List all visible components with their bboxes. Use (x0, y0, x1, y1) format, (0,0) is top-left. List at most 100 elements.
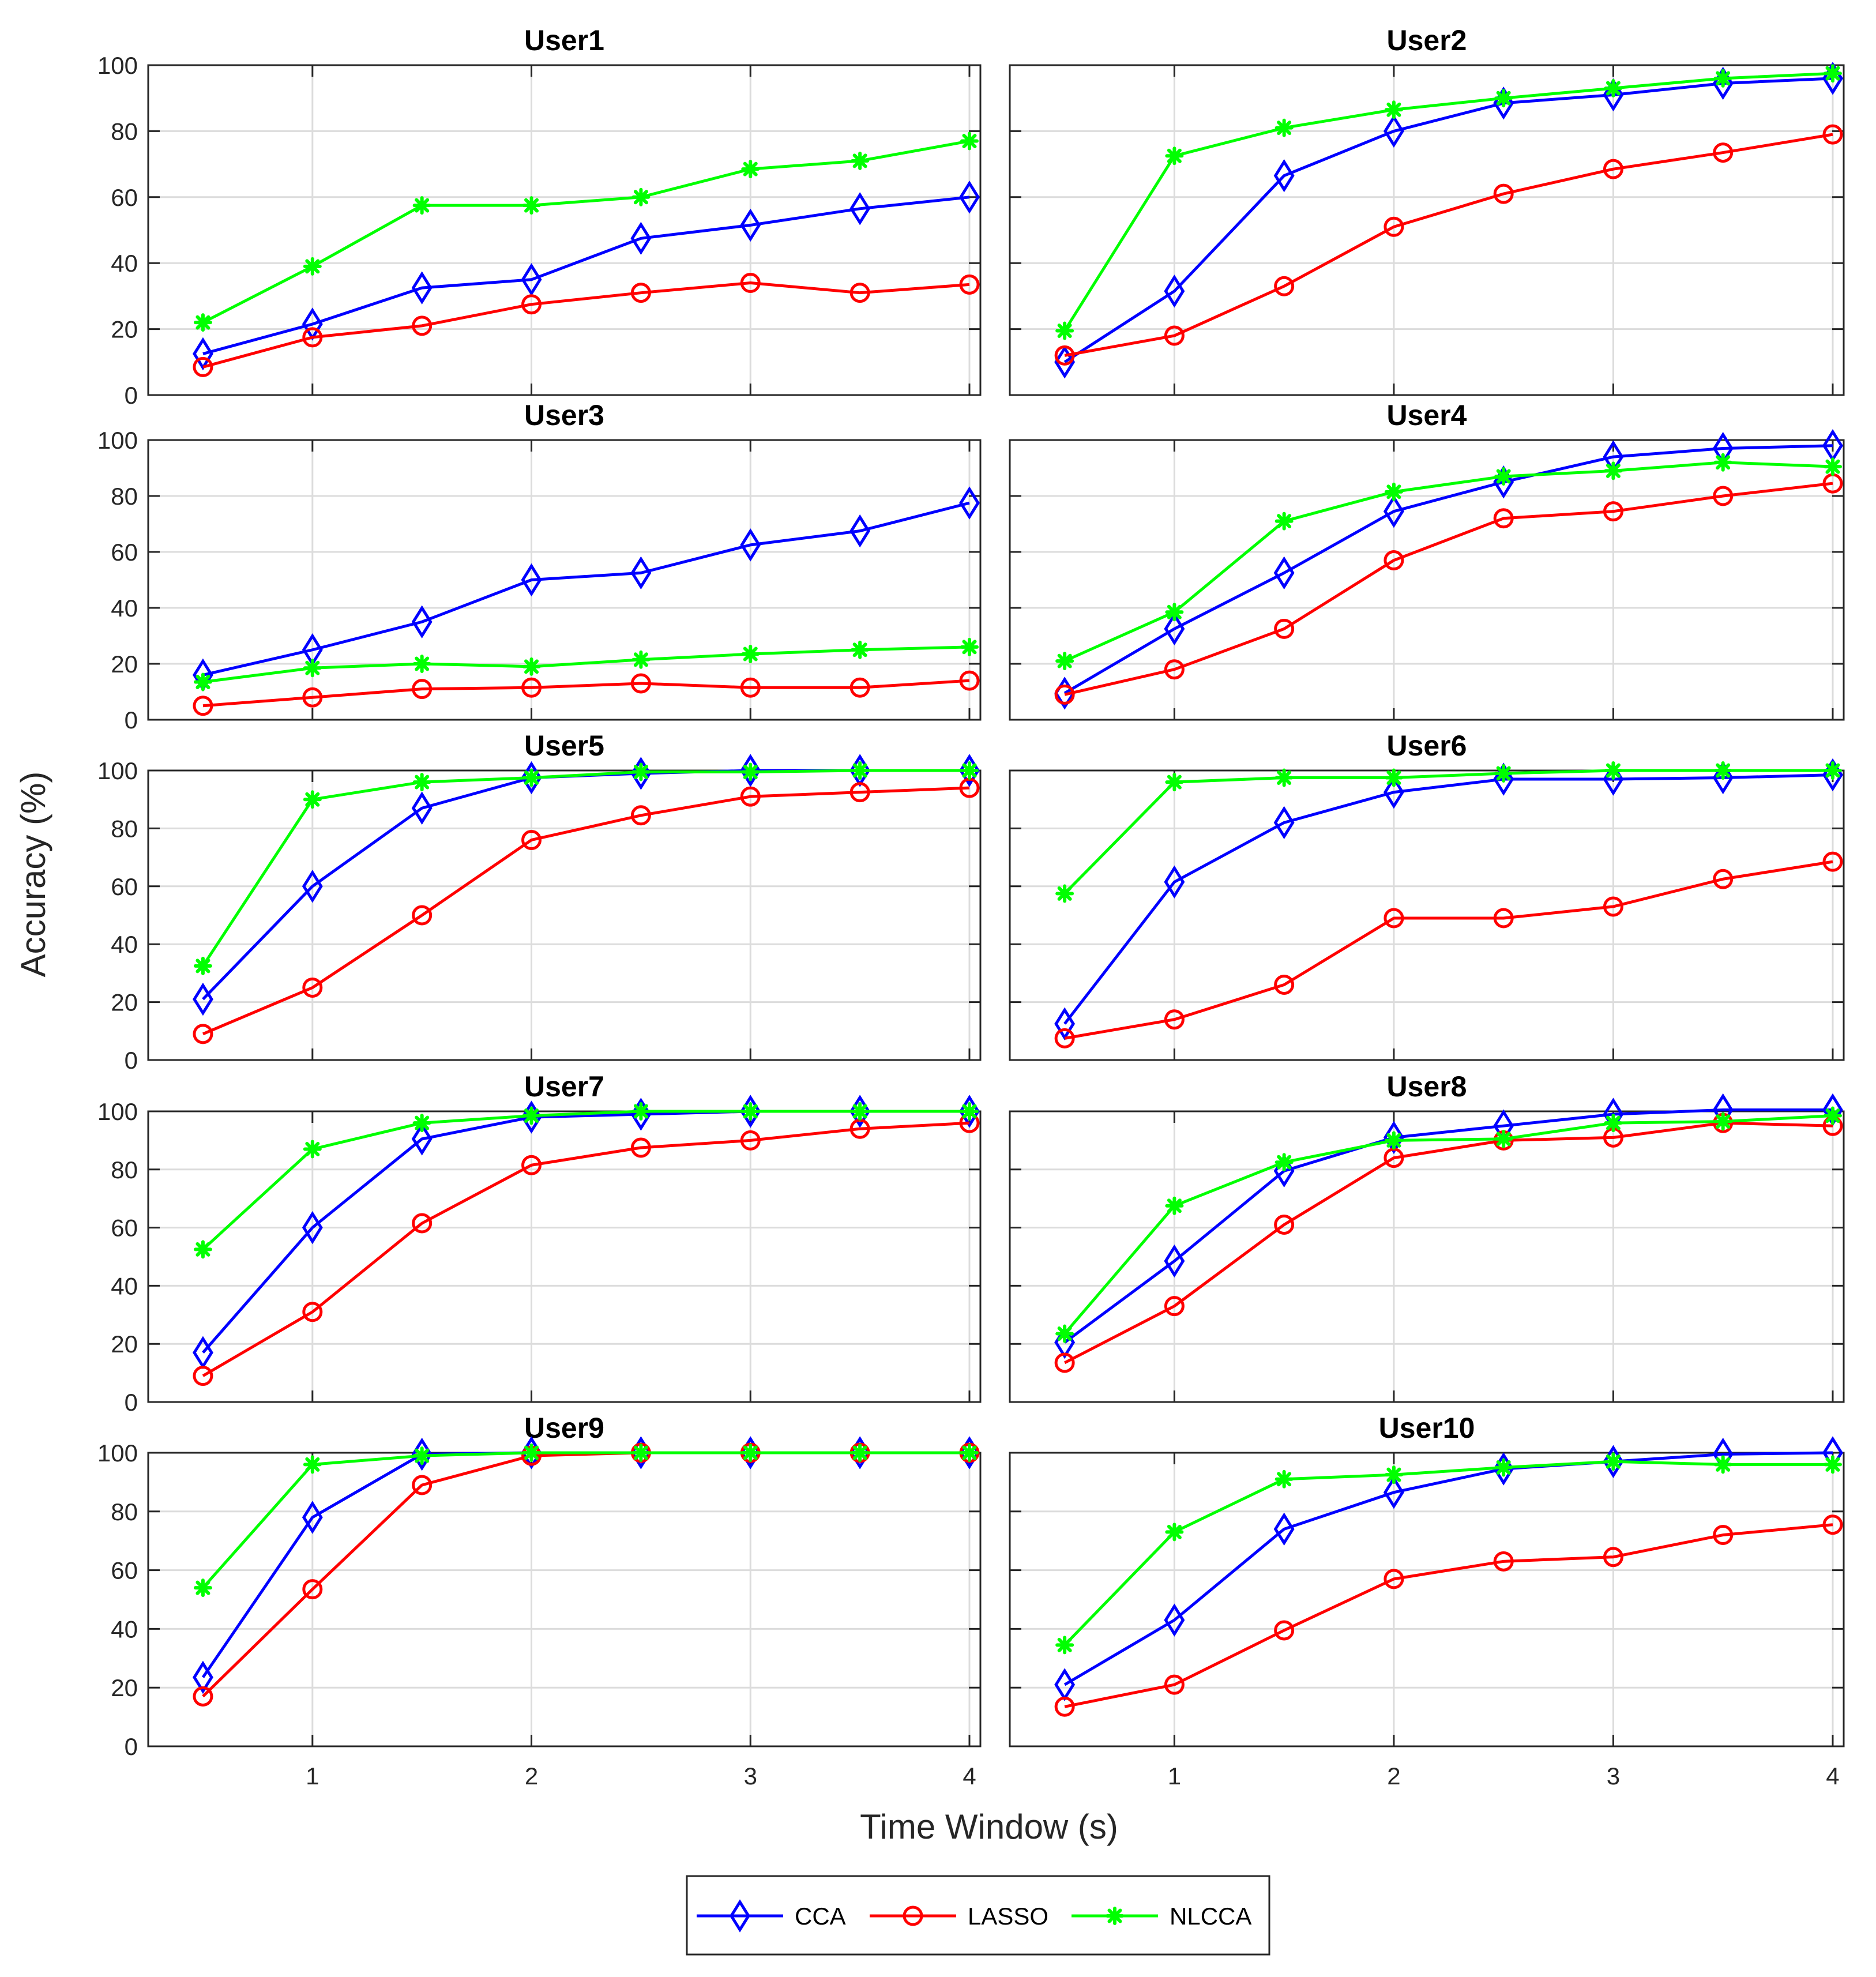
data-point-cca (411, 271, 433, 305)
data-point-cca (192, 1660, 213, 1694)
data-point-lasso (1603, 1547, 1623, 1568)
series-lasso (193, 273, 980, 377)
data-point-lasso (302, 687, 323, 708)
data-point-lasso (412, 1213, 433, 1234)
data-point-lasso (630, 805, 651, 826)
data-point-lasso (849, 677, 870, 698)
data-point-nlcca (1275, 1469, 1294, 1489)
data-point-lasso (740, 677, 761, 698)
series-nlcca (1055, 761, 1842, 903)
plot-area (148, 65, 980, 395)
data-point-cca (1054, 345, 1076, 379)
y-tick-label: 60 (111, 184, 138, 211)
data-point-lasso (1713, 142, 1734, 163)
data-point-cca (1383, 1121, 1404, 1155)
series-line-lasso (1064, 133, 1833, 357)
panel-title: User4 (1387, 399, 1467, 431)
data-point-nlcca (631, 650, 651, 669)
data-point-nlcca (1165, 1523, 1184, 1542)
data-point-lasso (302, 1579, 323, 1600)
data-point-nlcca (1275, 768, 1294, 787)
data-point-lasso (740, 273, 761, 294)
data-point-nlcca (1055, 884, 1074, 903)
data-point-nlcca (1384, 482, 1403, 501)
panel-title: User1 (524, 24, 604, 57)
series-line-cca (1063, 1451, 1833, 1686)
data-point-nlcca (1713, 761, 1732, 780)
series-nlcca (193, 1444, 979, 1598)
axes-box (147, 64, 982, 396)
data-point-lasso (521, 1155, 542, 1175)
data-point-cca (849, 192, 871, 225)
y-tick-label: 40 (111, 931, 138, 958)
data-point-cca (521, 1100, 542, 1134)
series-nlcca (1055, 453, 1842, 671)
data-point-lasso (521, 677, 542, 698)
data-point-nlcca (1713, 453, 1732, 472)
data-point-cca (1273, 159, 1295, 193)
data-point-lasso (1274, 276, 1295, 296)
data-point-nlcca (1384, 1465, 1403, 1484)
axes-box (1009, 64, 1845, 396)
data-point-cca (411, 1122, 433, 1156)
data-point-lasso (1054, 1352, 1075, 1373)
data-point-lasso (193, 356, 213, 377)
data-point-lasso (1054, 345, 1075, 366)
data-point-lasso (1822, 851, 1843, 872)
axes-box (1009, 439, 1845, 721)
y-tick-label: 80 (111, 1156, 138, 1183)
plot-area (148, 770, 980, 1060)
data-point-lasso (740, 1130, 761, 1151)
data-point-lasso (193, 1024, 213, 1044)
data-point-cca (1273, 1512, 1295, 1546)
data-point-cca (1493, 1452, 1514, 1486)
series-line-lasso (1064, 860, 1833, 1040)
axes-box (1009, 1452, 1845, 1747)
panel-user2: User2 (1009, 24, 1845, 396)
data-point-lasso (1822, 1514, 1843, 1535)
data-point-nlcca (1604, 761, 1623, 780)
data-point-nlcca (303, 1455, 322, 1474)
data-point-lasso (849, 283, 870, 303)
data-point-cca (521, 263, 542, 296)
series-line-lasso (202, 1121, 970, 1377)
data-point-nlcca (1055, 652, 1074, 671)
panel-title: User5 (524, 730, 604, 762)
data-point-nlcca (1165, 146, 1184, 166)
data-point-nlcca (303, 1140, 322, 1159)
x-tick-label: 1 (1168, 1762, 1181, 1790)
data-point-nlcca (522, 1444, 541, 1462)
data-point-cca (1383, 494, 1404, 528)
data-point-cca (1164, 612, 1185, 646)
data-point-nlcca (1055, 321, 1074, 340)
series-lasso (1054, 124, 1843, 366)
panel-title: User10 (1379, 1412, 1475, 1444)
data-point-nlcca (1384, 768, 1403, 787)
data-point-lasso (1383, 908, 1404, 929)
y-tick-label: 80 (111, 815, 138, 842)
y-tick-label: 20 (111, 651, 138, 678)
y-tick-label: 0 (125, 706, 138, 734)
data-point-nlcca (1275, 512, 1294, 531)
data-point-nlcca (1384, 100, 1403, 119)
data-point-nlcca (1055, 1636, 1074, 1655)
y-tick-label: 60 (111, 1215, 138, 1242)
series-line-lasso (202, 786, 970, 1036)
panel-title: User6 (1387, 730, 1467, 762)
data-point-cca (630, 556, 652, 590)
data-point-lasso (630, 673, 651, 694)
data-point-nlcca (1713, 1112, 1732, 1131)
data-point-cca (1164, 1603, 1185, 1637)
data-point-nlcca (303, 257, 322, 276)
y-tick-label: 20 (111, 1330, 138, 1358)
data-point-cca (302, 1211, 323, 1245)
data-point-lasso (849, 782, 870, 803)
series-nlcca (193, 761, 979, 975)
data-point-nlcca (1494, 1458, 1513, 1477)
y-tick-label: 60 (111, 873, 138, 900)
data-point-cca (302, 870, 323, 903)
x-tick-label: 2 (525, 1762, 538, 1790)
series-nlcca (1055, 64, 1842, 340)
series-line-nlcca (1063, 1114, 1833, 1335)
